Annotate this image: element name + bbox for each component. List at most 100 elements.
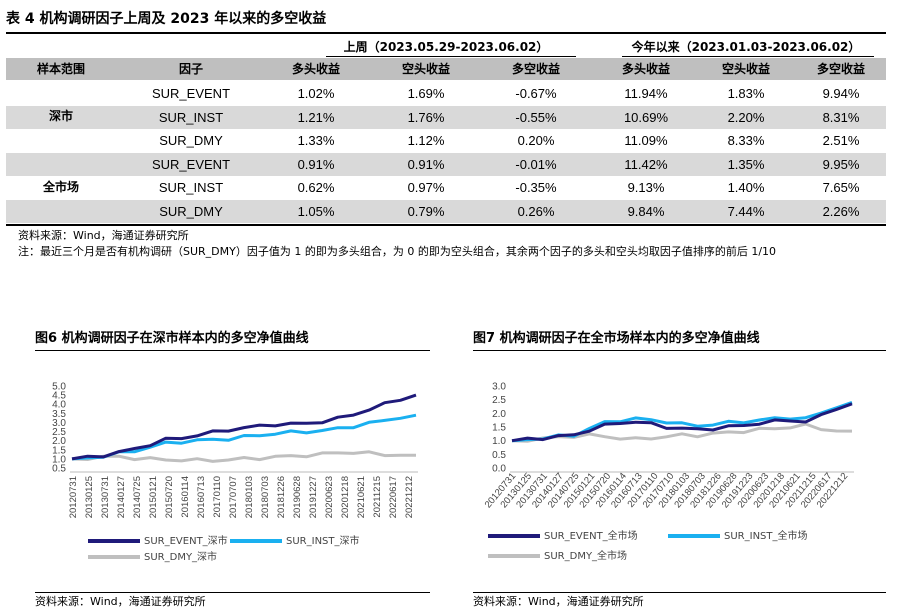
figure6-title: 图6 机构调研因子在深市样本内的多空净值曲线 (35, 328, 430, 351)
header-factor: 因子 (178, 62, 203, 76)
cell-ls-week: -0.55% (515, 109, 557, 125)
figure6-x-tick: 20180103 (244, 476, 255, 518)
figure7-legend-event-label: SUR_EVENT_全市场 (544, 531, 638, 542)
figure6-y-tick: 1.0 (52, 454, 66, 465)
cell-long-ytd: 10.69% (623, 109, 669, 125)
figure6-y-tick: 4.5 (52, 391, 66, 402)
cell-long-ytd: 11.09% (624, 133, 668, 148)
table-row: SUR_EVENT 1.02% 1.69% -0.67% 11.94% 1.83% 9.94… (6, 82, 886, 106)
figure6-series-event (71, 393, 417, 461)
figure6-y-tick: 2.5 (52, 427, 66, 438)
row-group-all-market: 全市场 (42, 180, 79, 194)
cell-short-week: 1.69% (407, 86, 445, 101)
figure6-legend-event: SUR_EVENT_深市 (88, 536, 228, 548)
cell-long-week: 1.33% (297, 133, 335, 148)
cell-long-ytd: 9.84% (627, 203, 665, 219)
cell-short-ytd: 7.44% (727, 203, 765, 219)
cell-short-ytd: 1.40% (727, 180, 765, 195)
figure7-y-tick: 0.5 (492, 450, 506, 461)
cell-short-week: 0.91% (407, 156, 445, 172)
cell-long-week: 0.62% (297, 180, 335, 195)
figure6-legend-dmy-label: SUR_DMY_深市 (144, 552, 218, 563)
figure6-x-tick: 20190628 (292, 476, 303, 518)
cell-short-week: 0.79% (407, 203, 445, 219)
cell-ls-ytd: 9.95% (822, 156, 860, 172)
table-bottom-rule (6, 224, 886, 226)
cell-ls-week: -0.01% (515, 156, 557, 172)
figure7-series-dmy (511, 422, 853, 443)
figure6-y-tick: 4.0 (52, 400, 66, 411)
table-row: SUR_EVENT 0.91% 0.91% -0.01% 11.42% 1.35% 9.95… (6, 152, 886, 176)
figure7-y-tick: 1.0 (492, 436, 506, 447)
figure6-x-tick: 20211215 (372, 476, 383, 518)
cell-ls-ytd: 2.26% (822, 203, 860, 219)
figure6-x-tick: 20130125 (84, 476, 95, 518)
figure6-series-dmy (71, 450, 416, 463)
header-long-return-ytd: 多头收益 (621, 62, 670, 76)
figure6-legend-inst-label: SUR_INST_深市 (286, 536, 360, 547)
cell-ls-week: 0.26% (517, 203, 555, 219)
figure6-x-tick: 20170110 (212, 476, 223, 518)
figure6-x-tick: 20210621 (356, 476, 367, 518)
figure6-series-inst (71, 413, 417, 461)
figure6-y-tick: 0.5 (52, 464, 66, 475)
figure6-x-tick: 20201218 (340, 476, 351, 518)
figure6-x-tick: 20160713 (196, 476, 207, 518)
figure7-y-tick: 3.0 (492, 382, 506, 393)
cell-factor: SUR_DMY (159, 133, 223, 148)
cell-short-week: 1.76% (407, 109, 445, 125)
figure7-legend-inst: SUR_INST_全市场 (668, 531, 808, 543)
table-row: SUR_INST 1.21% 1.76% -0.55% 10.69% 2.20% 8.31% (6, 105, 886, 129)
figure6-x-tick: 20130731 (100, 476, 111, 518)
cell-long-week: 1.21% (297, 109, 335, 125)
header-ls-return-ytd: 多空收益 (816, 62, 865, 76)
figure6-x-tick: 20140127 (116, 476, 127, 518)
cell-factor: SUR_INST (158, 109, 224, 125)
figure6-x-tick: 20200623 (324, 476, 335, 518)
header-long-return-week: 多头收益 (291, 62, 340, 76)
header-short-return-ytd: 空头收益 (721, 62, 770, 76)
figure6-x-tick: 20220617 (388, 476, 399, 518)
cell-long-week: 1.02% (297, 86, 335, 101)
figure6-x-tick: 20221212 (404, 476, 415, 518)
cell-short-ytd: 8.33% (727, 133, 765, 148)
header-ls-return-week: 多空收益 (511, 62, 560, 76)
figure7-chart: 0.00.51.01.52.02.53.02012073120130125201… (483, 382, 854, 510)
cell-short-week: 1.12% (407, 133, 445, 148)
cell-ls-ytd: 7.65% (822, 180, 860, 195)
figure6-y-tick: 3.5 (52, 409, 66, 420)
figure7-legend-dmy: SUR_DMY_全市场 (488, 551, 627, 563)
cell-long-week: 0.91% (297, 156, 335, 172)
cell-short-ytd: 1.35% (727, 156, 765, 172)
table-source: 资料来源：Wind，海通证券研究所 (18, 229, 189, 242)
cell-factor: SUR_INST (158, 180, 224, 195)
table-title: 表 4 机构调研因子上周及 2023 年以来的多空收益 (6, 6, 886, 34)
figure6-legend-inst: SUR_INST_深市 (230, 536, 360, 548)
figure6-bottom-rule (35, 592, 430, 593)
figure6-x-tick: 20180703 (260, 476, 271, 518)
cell-ls-ytd: 8.31% (822, 109, 860, 125)
figure6-x-tick: 20150121 (148, 476, 159, 518)
figure6-x-tick: 20150720 (164, 476, 175, 518)
cell-short-ytd: 2.20% (727, 109, 765, 125)
figure7-y-tick: 1.5 (492, 423, 506, 434)
group-underline-ytd (622, 56, 874, 57)
figure7-bottom-rule (473, 592, 886, 593)
cell-long-ytd: 9.13% (627, 180, 665, 195)
table-row: SUR_DMY 1.05% 0.79% 0.26% 9.84% 7.44% 2.26% (6, 199, 886, 223)
cell-ls-ytd: 9.94% (822, 86, 860, 101)
cell-long-ytd: 11.42% (624, 156, 668, 172)
table-header-row: 样本范围 因子 多头收益 空头收益 多空收益 多头收益 空头收益 多空收益 (6, 58, 886, 80)
figure7-source: 资料来源：Wind，海通证券研究所 (473, 595, 644, 608)
figure7-y-tick: 0.0 (492, 464, 506, 475)
cell-factor: SUR_EVENT (151, 156, 231, 172)
figure6-x-tick: 20160114 (180, 476, 191, 518)
cell-short-week: 0.97% (407, 180, 445, 195)
figure7-legend-event: SUR_EVENT_全市场 (488, 531, 638, 543)
figure6-legend-dmy: SUR_DMY_深市 (88, 552, 217, 564)
figure7-title: 图7 机构调研因子在全市场样本内的多空净值曲线 (473, 328, 886, 351)
header-sample-range: 样本范围 (36, 62, 85, 76)
cell-factor: SUR_DMY (159, 203, 223, 219)
figure6-x-tick: 20140725 (132, 476, 143, 518)
cell-long-week: 1.05% (297, 203, 335, 219)
